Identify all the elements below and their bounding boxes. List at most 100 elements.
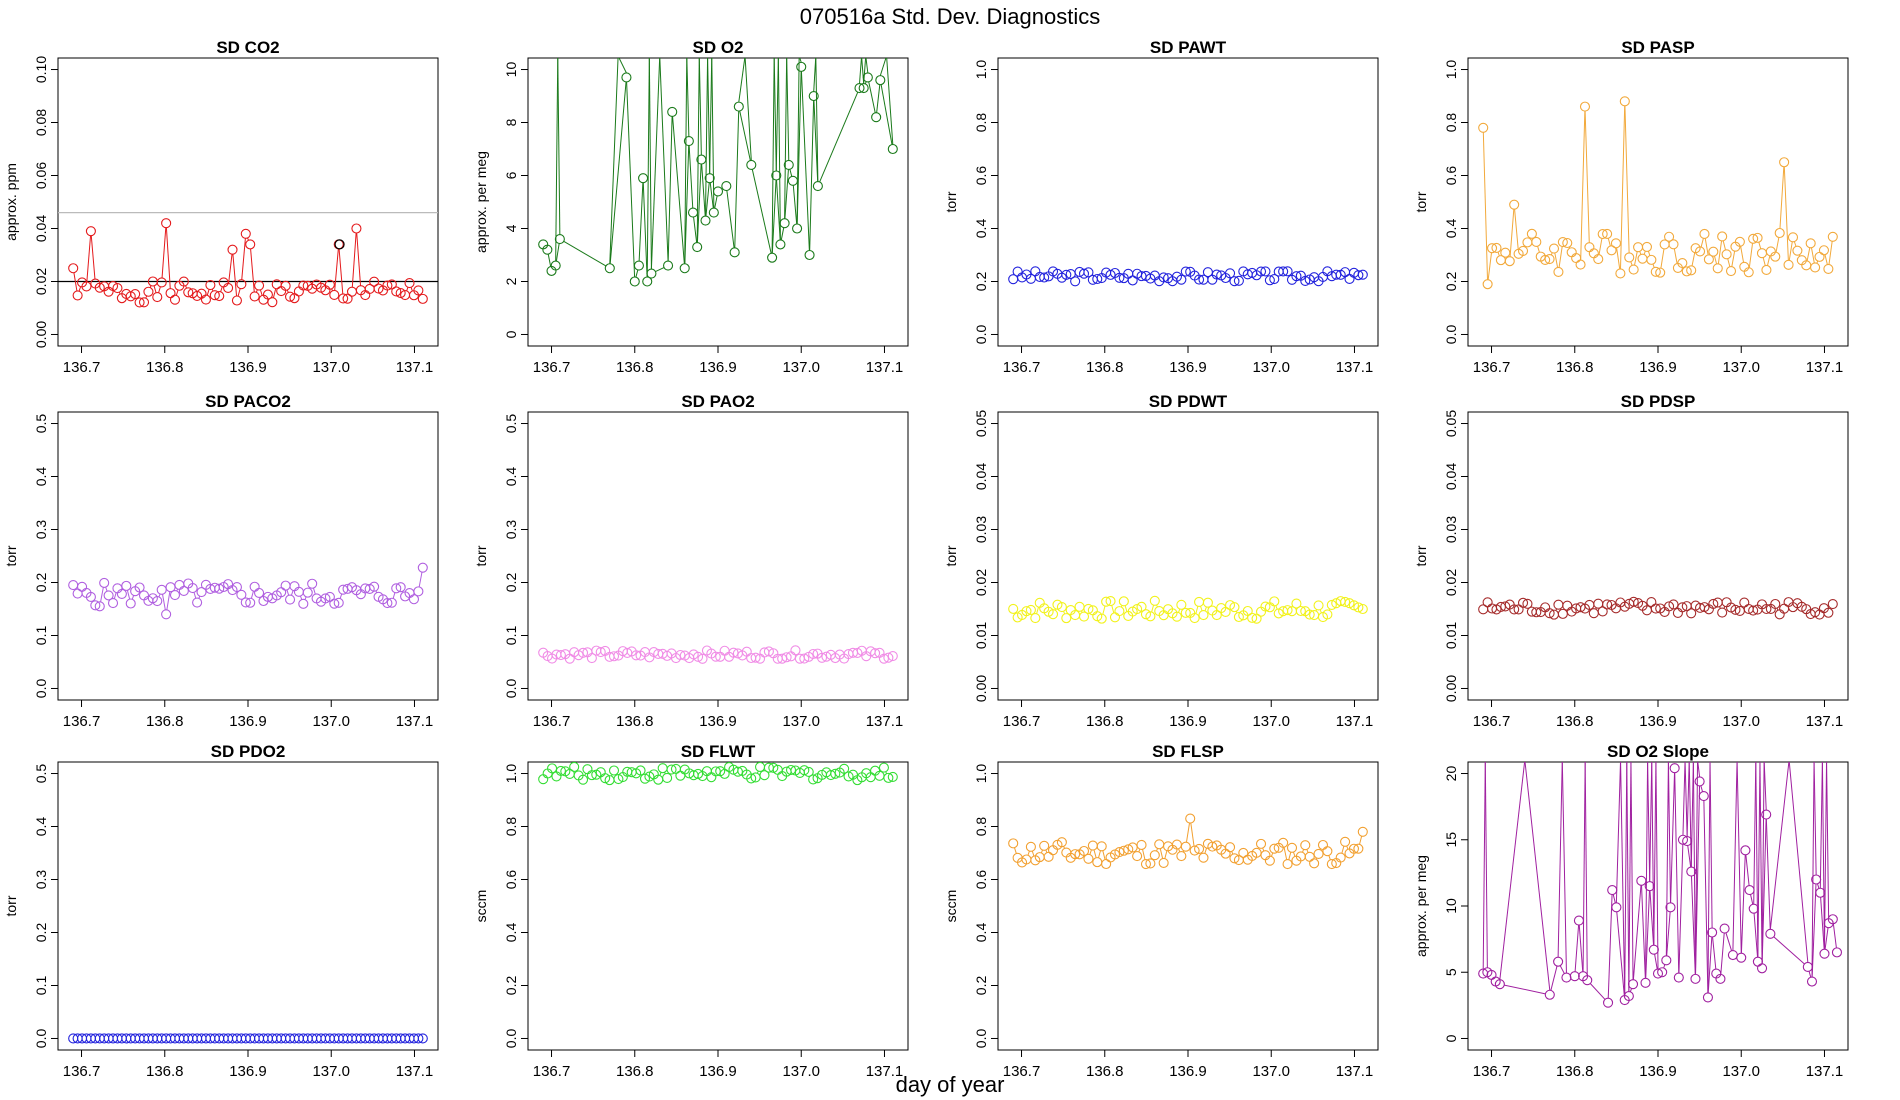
data-point — [329, 598, 340, 609]
y-axis-label: torr — [943, 545, 959, 566]
panel-title: SD PASP — [1621, 38, 1694, 57]
data-point — [704, 173, 715, 184]
series-segment — [1319, 609, 1322, 614]
data-point — [1317, 839, 1329, 851]
data-point — [1353, 843, 1364, 854]
data-point — [338, 293, 349, 304]
series-segment — [1102, 850, 1106, 860]
data-point — [816, 652, 828, 663]
x-tick-label: 136.8 — [1556, 713, 1594, 730]
series-segment — [206, 289, 210, 296]
data-point — [1331, 269, 1342, 280]
data-point — [1083, 267, 1094, 278]
series-segment — [73, 272, 78, 292]
data-point — [408, 594, 419, 605]
series-segment — [1817, 883, 1820, 889]
y-tick-label: 0.1 — [33, 976, 49, 996]
series-segment — [1687, 845, 1692, 868]
series-segment — [1190, 822, 1195, 847]
series-segment — [131, 595, 135, 600]
series-segment — [1558, 246, 1563, 268]
data-point — [280, 580, 291, 591]
data-point — [152, 292, 163, 303]
plot-frame — [527, 57, 909, 347]
data-point — [1083, 853, 1094, 864]
series-segment — [648, 58, 652, 270]
y-tick-label: 0.1 — [33, 626, 49, 646]
series-segment — [1620, 762, 1626, 996]
data-point — [700, 215, 711, 226]
data-point — [697, 653, 708, 664]
data-point — [1640, 977, 1651, 988]
data-point — [600, 773, 611, 784]
data-point — [156, 277, 167, 288]
data-point — [1291, 598, 1302, 609]
series-segment — [1678, 844, 1684, 974]
x-tick-label: 136.7 — [1473, 1063, 1511, 1080]
data-point — [1686, 265, 1697, 276]
series-segment — [859, 58, 862, 84]
data-point — [183, 287, 194, 298]
series-segment — [557, 58, 561, 235]
series-segment — [1783, 166, 1789, 261]
data-point — [1806, 976, 1818, 987]
data-point — [1194, 596, 1205, 607]
series-segment — [686, 58, 690, 137]
x-tick-label: 136.9 — [229, 713, 267, 730]
data-point — [1061, 613, 1072, 624]
series-segment — [1745, 854, 1750, 886]
data-point — [1756, 963, 1768, 974]
data-point — [1668, 239, 1679, 250]
data-point — [121, 580, 132, 591]
series-segment — [351, 232, 357, 288]
series-segment — [1647, 251, 1651, 256]
series-segment — [638, 182, 644, 262]
x-tick-label: 137.1 — [866, 1063, 904, 1080]
panel-sd-pdsp: SD PDSP torr 0.00 0.01 0.02 0.03 0.04 0.05 136.7… — [1413, 392, 1849, 730]
data-point — [830, 768, 841, 779]
series-segment — [650, 58, 661, 270]
x-tick-label: 136.7 — [533, 1063, 571, 1080]
series-segment — [659, 58, 669, 262]
y-tick-label: 0.2 — [973, 976, 989, 996]
y-tick-label: 0.0 — [33, 1029, 49, 1049]
series-segment — [1750, 894, 1754, 905]
y-tick-label: 0.3 — [33, 520, 49, 540]
data-point — [112, 583, 123, 594]
data-point — [638, 173, 649, 184]
data-point — [1740, 845, 1751, 856]
series-segment — [1717, 240, 1723, 264]
x-tick-label: 136.9 — [699, 1063, 737, 1080]
x-tick-label: 136.8 — [616, 1063, 654, 1080]
data-point — [854, 83, 865, 94]
data-point — [116, 588, 127, 599]
x-tick-label: 137.0 — [312, 1063, 350, 1080]
panel-title: SD O2 — [692, 38, 743, 57]
series-segment — [771, 58, 775, 254]
series-segment — [334, 248, 339, 291]
series-segment — [705, 182, 710, 217]
x-tick-label: 136.9 — [1169, 1063, 1207, 1080]
y-axis-label: torr — [943, 191, 959, 212]
data-point — [417, 562, 428, 573]
data-point — [1748, 233, 1759, 244]
series-segment — [1598, 238, 1603, 255]
data-point — [1357, 826, 1368, 837]
panel-sd-flsp: SD FLSP sccm 0.0 0.2 0.4 0.6 0.8 1.0 136.7 136.8 1… — [943, 742, 1379, 1080]
data-point — [666, 764, 677, 775]
data-point — [262, 289, 273, 300]
data-point — [1814, 251, 1825, 262]
data-point — [1727, 949, 1738, 961]
data-point — [1748, 605, 1759, 616]
series-segment — [1624, 105, 1630, 253]
x-tick-label: 137.0 — [1252, 1063, 1290, 1080]
data-point — [1698, 790, 1709, 802]
series-segment — [1684, 762, 1688, 837]
data-point — [887, 650, 898, 662]
data-point — [1101, 596, 1112, 607]
x-tick-label: 137.0 — [1252, 713, 1290, 730]
series-segment — [714, 195, 718, 209]
series-segment — [1537, 246, 1540, 253]
series-segment — [272, 288, 277, 298]
data-point — [1531, 236, 1542, 248]
